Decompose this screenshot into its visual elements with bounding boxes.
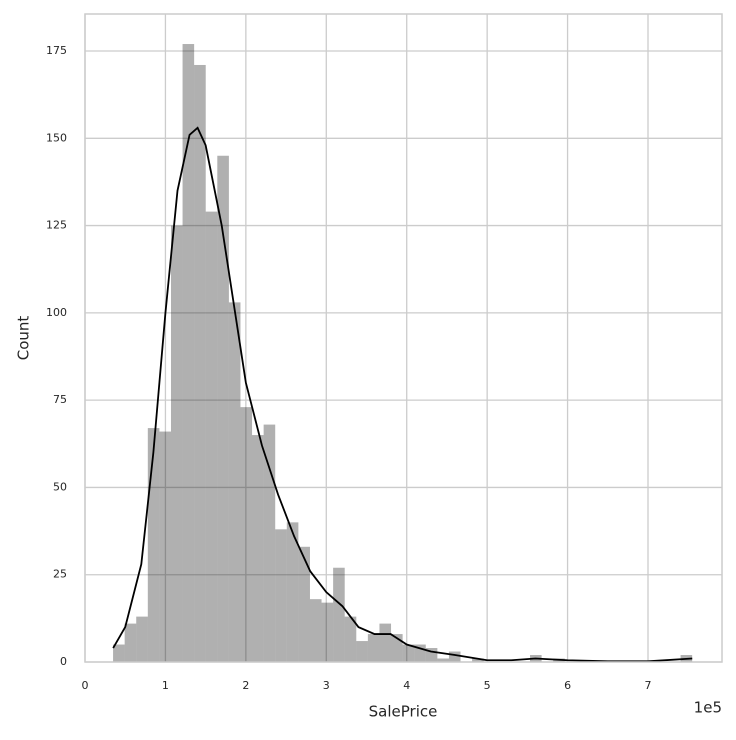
y-tick-label: 175 bbox=[46, 44, 67, 57]
y-tick-label: 50 bbox=[53, 480, 67, 493]
bar bbox=[286, 522, 299, 662]
bar bbox=[448, 651, 461, 662]
bar bbox=[379, 623, 392, 662]
bar bbox=[240, 407, 253, 662]
bar bbox=[367, 634, 380, 662]
y-tick-label: 150 bbox=[46, 131, 67, 144]
bar bbox=[205, 211, 218, 663]
y-tick-label: 75 bbox=[53, 393, 67, 406]
plot-frame bbox=[84, 13, 723, 663]
bar bbox=[159, 431, 171, 662]
bar bbox=[356, 641, 368, 662]
bar bbox=[147, 428, 160, 662]
bar bbox=[402, 644, 415, 662]
bar bbox=[194, 64, 206, 663]
x-tick-label: 0 bbox=[82, 679, 89, 692]
bar bbox=[321, 602, 334, 662]
bar bbox=[333, 567, 345, 662]
bar bbox=[425, 648, 438, 662]
bar bbox=[113, 644, 125, 662]
bar bbox=[228, 302, 241, 662]
kde-line bbox=[112, 126, 693, 663]
bar bbox=[182, 44, 195, 662]
x-tick-label: 2 bbox=[242, 679, 249, 692]
y-tick-label: 100 bbox=[46, 306, 67, 319]
bar bbox=[170, 225, 183, 663]
x-tick-label: 7 bbox=[645, 679, 652, 692]
bar bbox=[124, 623, 137, 662]
y-tick-label: 25 bbox=[53, 568, 67, 581]
y-axis-label: Count bbox=[15, 316, 33, 361]
bar bbox=[298, 546, 310, 662]
x-tick-label: 5 bbox=[484, 679, 491, 692]
bar bbox=[437, 658, 449, 662]
x-tick-label: 4 bbox=[403, 679, 410, 692]
x-offset-label: 1e5 bbox=[694, 699, 722, 717]
x-axis-label: SalePrice bbox=[369, 703, 438, 721]
bar bbox=[391, 634, 403, 662]
bar bbox=[263, 424, 276, 662]
bar bbox=[309, 599, 322, 662]
x-tick-label: 1 bbox=[162, 679, 169, 692]
bar bbox=[252, 435, 264, 662]
x-tick-label: 3 bbox=[323, 679, 330, 692]
bar bbox=[217, 155, 229, 662]
bar bbox=[136, 616, 148, 662]
bar bbox=[472, 658, 484, 662]
bar bbox=[414, 644, 426, 662]
bar bbox=[275, 529, 287, 662]
x-tick-label: 6 bbox=[564, 679, 571, 692]
y-tick-label: 0 bbox=[60, 655, 67, 668]
bar bbox=[344, 616, 357, 662]
y-tick-label: 125 bbox=[46, 219, 67, 232]
